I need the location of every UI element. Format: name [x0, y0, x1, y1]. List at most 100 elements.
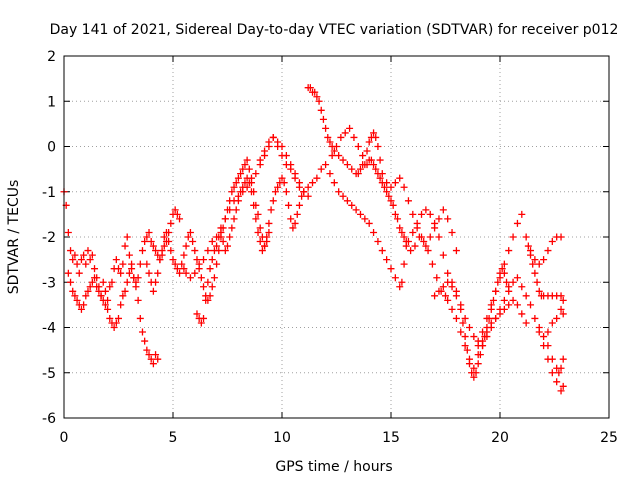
- data-point: [376, 174, 384, 182]
- data-point: [117, 269, 125, 277]
- data-point: [553, 378, 561, 386]
- data-point: [77, 305, 85, 313]
- data-point: [221, 215, 229, 223]
- data-point: [557, 387, 565, 395]
- data-point: [291, 174, 299, 182]
- series-pass-2: [64, 206, 184, 331]
- data-point: [136, 260, 144, 268]
- data-point: [106, 314, 114, 322]
- data-point: [280, 179, 288, 187]
- data-point: [176, 269, 184, 277]
- data-point: [250, 201, 258, 209]
- data-point: [228, 188, 236, 196]
- data-point: [435, 215, 443, 223]
- data-point: [322, 161, 330, 169]
- data-point: [191, 247, 199, 255]
- series-pass-15: [527, 233, 565, 268]
- data-point: [171, 206, 179, 214]
- data-point: [224, 242, 231, 250]
- data-point: [557, 292, 565, 300]
- data-point: [208, 283, 216, 291]
- data-point: [500, 305, 508, 313]
- data-point: [121, 287, 129, 295]
- data-point: [424, 247, 432, 255]
- data-point: [261, 147, 269, 155]
- data-point: [387, 183, 395, 191]
- data-point: [531, 314, 539, 322]
- x-tick-label: 0: [60, 430, 69, 446]
- data-point: [470, 373, 478, 381]
- data-point: [378, 170, 386, 178]
- data-point: [239, 183, 247, 191]
- y-axis-label: SDTVAR / TECUs: [6, 180, 22, 295]
- y-tick-label: -3: [42, 275, 56, 291]
- data-point: [82, 260, 90, 268]
- data-point: [149, 287, 157, 295]
- data-point: [226, 233, 234, 241]
- data-point: [80, 251, 88, 259]
- data-point: [518, 283, 526, 291]
- data-point: [553, 314, 561, 322]
- data-point: [444, 278, 452, 286]
- data-point: [136, 314, 144, 322]
- data-point: [352, 206, 360, 214]
- data-point: [265, 138, 273, 146]
- data-point: [461, 333, 469, 341]
- data-point: [339, 192, 347, 200]
- data-point: [400, 233, 408, 241]
- data-point: [452, 247, 460, 255]
- data-point: [232, 206, 240, 214]
- data-point: [418, 210, 426, 218]
- data-point: [204, 278, 212, 286]
- x-tick-label: 25: [600, 430, 618, 446]
- data-point: [86, 256, 94, 264]
- data-point: [555, 369, 563, 377]
- data-point: [91, 265, 99, 273]
- data-point: [378, 247, 386, 255]
- data-point: [309, 179, 317, 187]
- data-point: [178, 260, 186, 268]
- data-point: [138, 247, 146, 255]
- data-point: [234, 197, 242, 205]
- data-point: [513, 301, 521, 309]
- data-point: [274, 143, 282, 150]
- data-point: [86, 283, 94, 291]
- data-point: [274, 183, 282, 191]
- data-point: [367, 156, 375, 164]
- data-point: [306, 84, 314, 92]
- data-point: [396, 224, 404, 232]
- data-point: [391, 274, 399, 282]
- data-point: [479, 337, 487, 345]
- data-point: [217, 228, 225, 236]
- y-tick-label: 2: [47, 49, 56, 65]
- data-point: [110, 324, 118, 331]
- y-tick-label: 1: [47, 94, 56, 110]
- series-pass-6: [256, 133, 410, 291]
- data-point: [498, 265, 506, 273]
- data-point: [474, 351, 482, 359]
- data-point: [328, 152, 336, 160]
- data-point: [315, 97, 323, 105]
- data-point: [431, 292, 439, 300]
- data-point: [494, 278, 502, 286]
- series-pass-7: [304, 84, 456, 286]
- data-point: [557, 233, 565, 241]
- data-point: [243, 174, 251, 182]
- data-point: [200, 314, 208, 322]
- data-point: [402, 238, 410, 246]
- data-point: [69, 256, 77, 264]
- data-point: [418, 233, 426, 241]
- data-point: [193, 310, 201, 318]
- data-point: [269, 133, 277, 141]
- data-point: [383, 256, 391, 264]
- data-point: [398, 228, 406, 236]
- data-point: [540, 256, 548, 264]
- data-point: [435, 287, 443, 295]
- data-point: [293, 210, 301, 218]
- data-point: [394, 215, 402, 223]
- data-point: [200, 283, 208, 291]
- data-point: [71, 292, 79, 300]
- data-point: [197, 319, 205, 327]
- data-point: [152, 278, 160, 286]
- data-point: [180, 265, 188, 273]
